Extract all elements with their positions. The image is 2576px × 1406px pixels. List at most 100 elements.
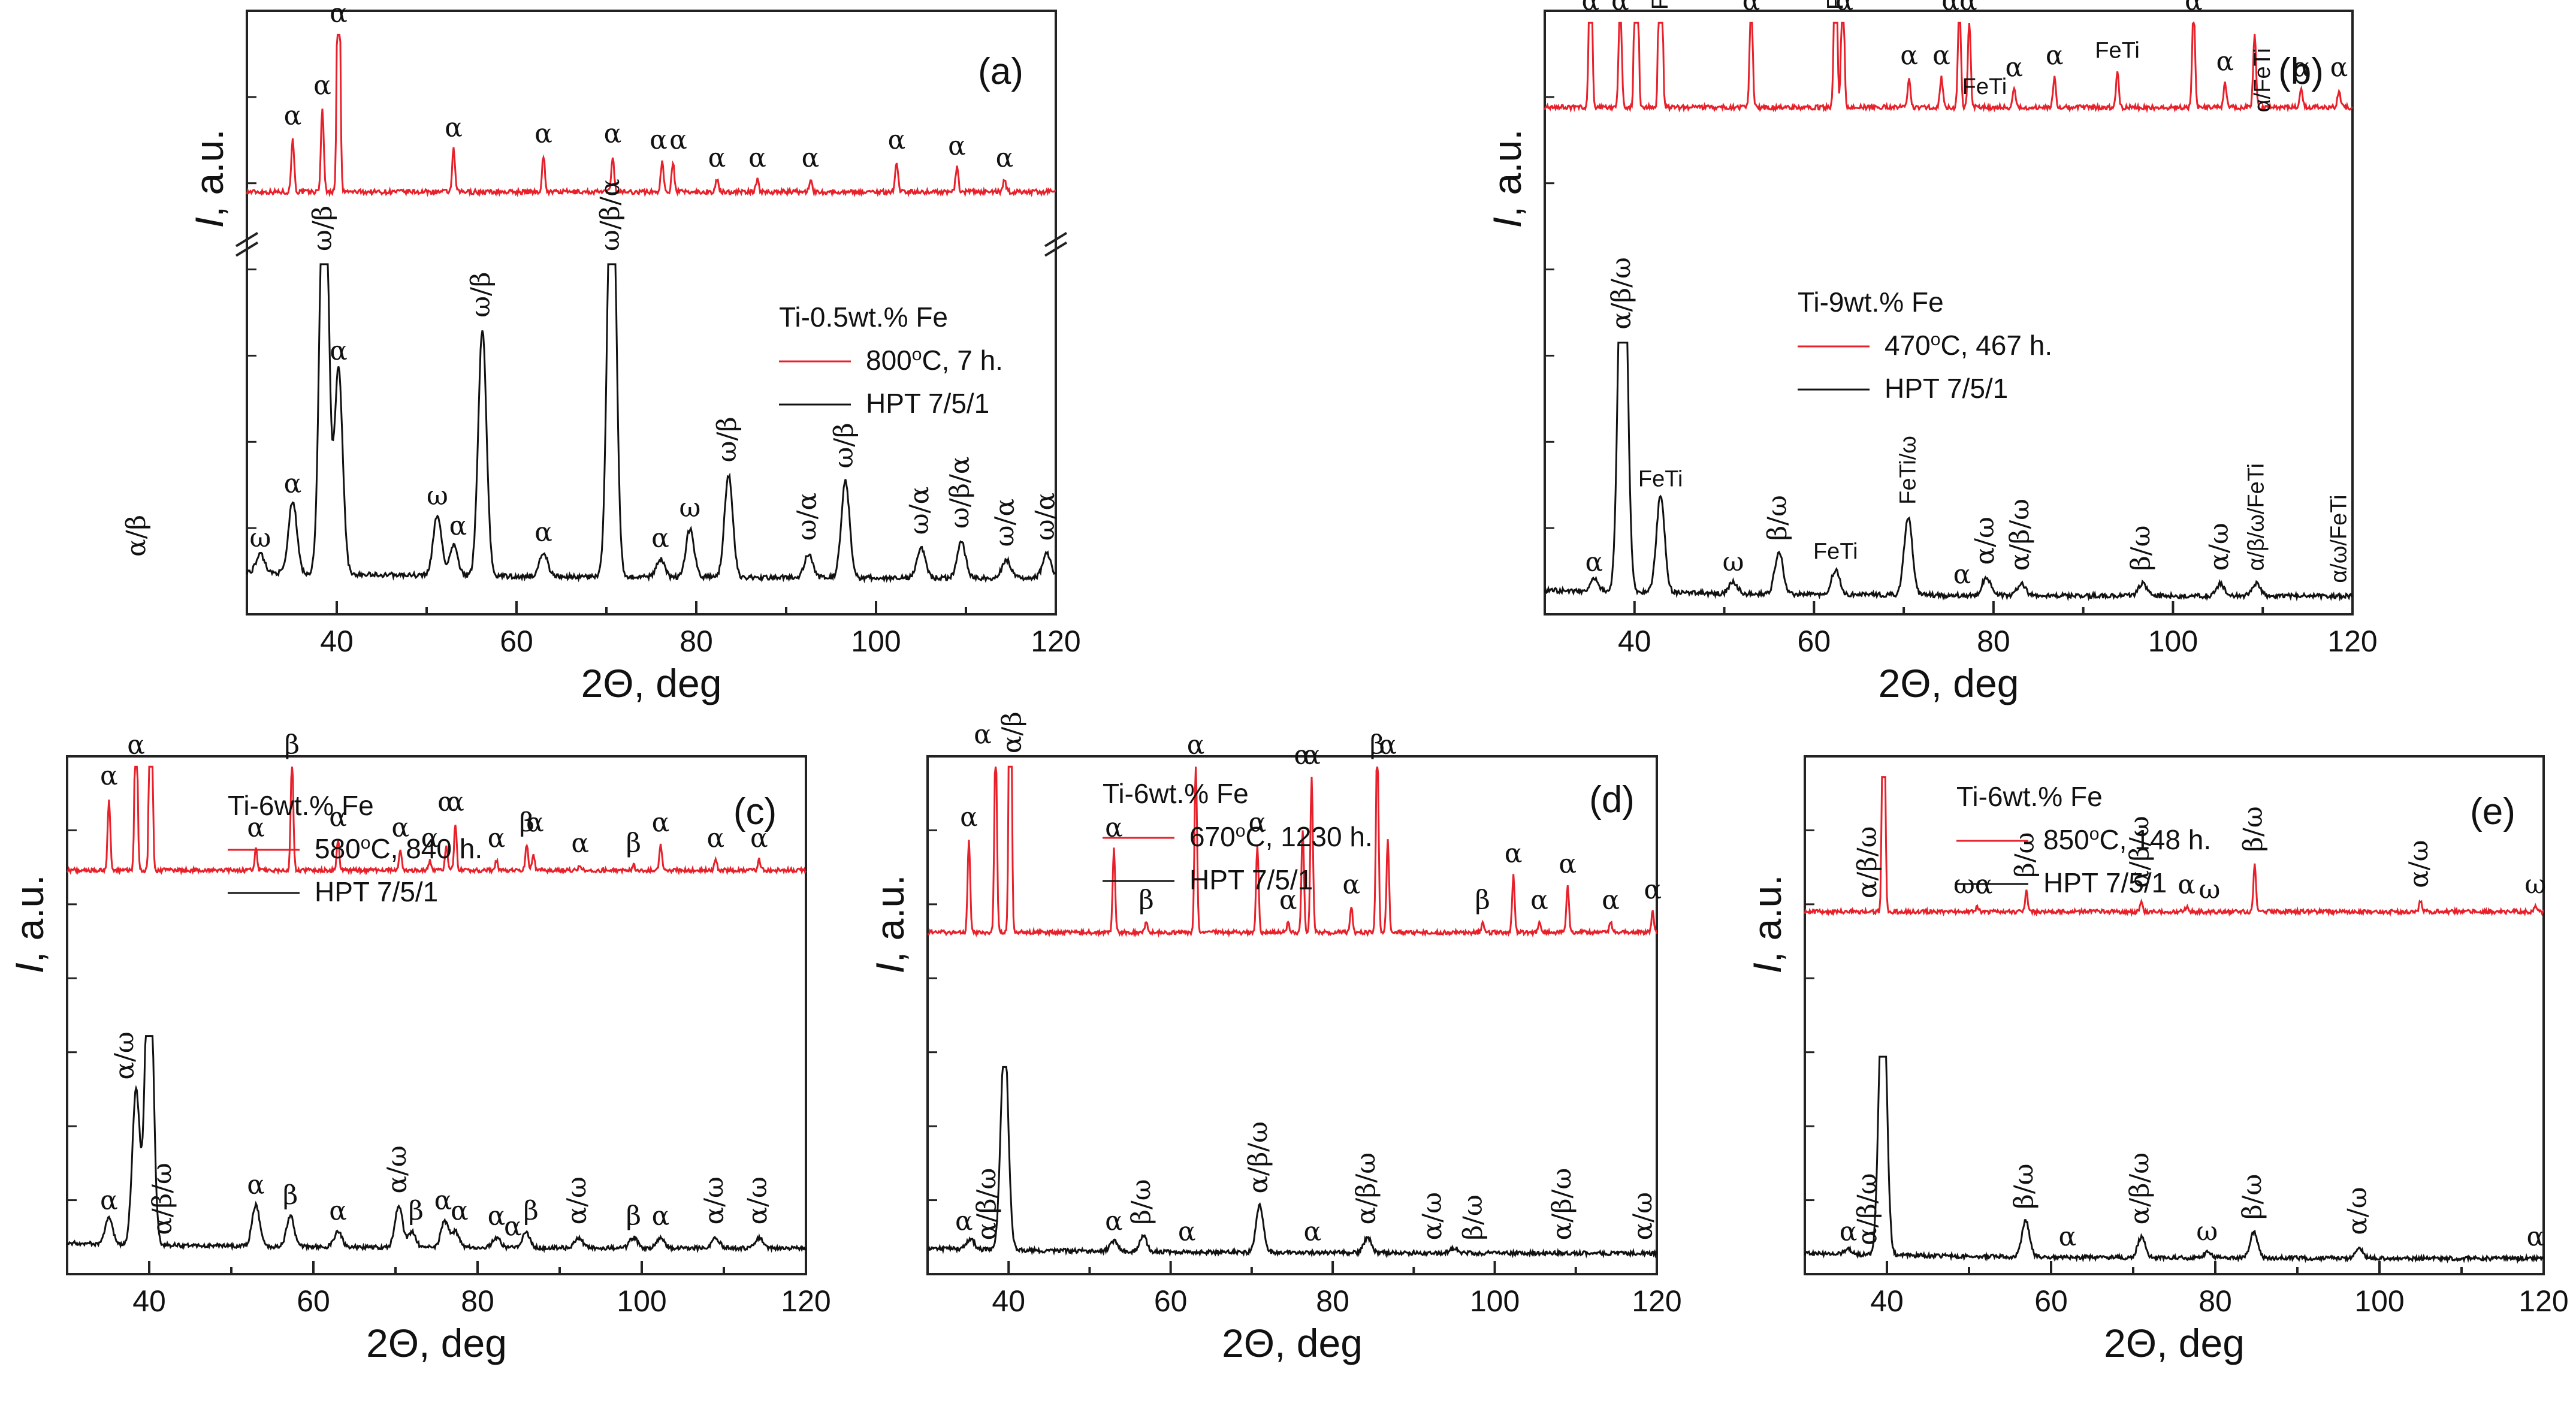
peak-label: α <box>2293 52 2311 83</box>
peak-label: α <box>1530 885 1548 915</box>
panel-label: (e) <box>2470 791 2515 832</box>
x-axis-label: 2Θ, deg <box>1879 661 2019 705</box>
x-tick-label: 80 <box>1316 1284 1349 1318</box>
peak-label: β <box>626 828 641 858</box>
y-axis-label-i: I <box>7 963 52 973</box>
x-tick-label: 100 <box>1470 1284 1520 1318</box>
spectrum-line <box>66 765 807 876</box>
peak-label: β <box>1138 885 1153 915</box>
panel-label: (b) <box>2278 51 2324 92</box>
peak-label: α <box>1379 729 1397 760</box>
legend-entry: HPT 7/5/1 <box>866 388 989 419</box>
spectrum-line <box>1544 21 2354 114</box>
x-tick-label: 100 <box>851 624 901 658</box>
peak-label: α/ω <box>1970 517 2000 565</box>
peak-label: α/ω <box>1628 1192 1659 1240</box>
x-tick-label: 40 <box>320 624 354 658</box>
peak-label: FeTi <box>1648 0 1673 10</box>
peak-label: ω <box>250 523 271 553</box>
peak-label: α <box>651 523 669 553</box>
legend-entry: 850oC, 148 h. <box>2043 824 2211 856</box>
peak-label: α <box>1105 1206 1123 1236</box>
legend-entry-sup: o <box>912 345 922 364</box>
spectrum-line <box>927 1066 1658 1259</box>
peak-label: α <box>1303 1216 1321 1247</box>
peak-label: FeTi <box>1638 467 1683 492</box>
peak-label: ω <box>680 493 701 523</box>
peak-label: α <box>1187 729 1205 760</box>
legend-entry-rest: C, 467 h. <box>1940 330 2052 361</box>
legend-entry-temp: 470 <box>1885 330 1931 361</box>
peak-label: ω <box>427 481 448 511</box>
x-axis-label: 2Θ, deg <box>366 1321 507 1365</box>
peak-label: ω/α <box>904 487 935 535</box>
peak-label: ω <box>1723 547 1744 578</box>
peak-label: α <box>127 729 145 760</box>
peak-label: α/ω <box>110 1031 140 1079</box>
peak-label: β <box>1370 729 1385 760</box>
plot-frame <box>66 755 807 1275</box>
peak-label: α <box>955 1206 973 1236</box>
peak-label: α/β <box>996 711 1027 753</box>
y-axis-label: I, a.u. <box>1485 129 1529 228</box>
plot-frame <box>1544 10 2354 615</box>
legend: Ti-6wt.% Fe 580oC, 840 h. HPT 7/5/1 <box>228 790 482 907</box>
y-axis-label-rest: , a.u. <box>7 874 52 963</box>
legend-entry: 670oC, 1230 h. <box>1189 821 1373 853</box>
peak-label: α <box>445 113 463 143</box>
peak-label: β/ω <box>1458 1194 1488 1240</box>
peak-label: α/β/ω <box>1351 1152 1381 1225</box>
x-tick-label: 60 <box>1798 624 1831 658</box>
spectrum-line <box>66 1035 807 1254</box>
peak-label: α/ω <box>382 1145 412 1193</box>
x-axis-label: 2Θ, deg <box>581 661 722 705</box>
legend-entry-sup: o <box>1931 330 1941 349</box>
axis-break-mark <box>235 231 259 248</box>
peak-label: α/β/ω <box>1852 1173 1883 1245</box>
peak-label: α <box>1342 870 1360 900</box>
spectrum-line <box>246 263 1057 584</box>
peak-label: β <box>523 1196 538 1226</box>
peak-label: α <box>1582 0 1600 16</box>
legend-entry-sup: o <box>2089 824 2100 844</box>
peak-label: FeTi <box>1813 539 1858 565</box>
legend-entry-temp: 580 <box>315 833 361 864</box>
peak-label: α <box>1835 0 1853 16</box>
x-tick-label: 60 <box>297 1284 330 1318</box>
y-axis-label-i: I <box>868 963 912 973</box>
legend: Ti-0.5wt.% Fe 800oC, 7 h. HPT 7/5/1 <box>779 301 1003 419</box>
axis-break-mark <box>235 241 259 257</box>
y-axis-label-rest: , a.u. <box>868 874 912 963</box>
peak-label: α <box>2178 870 2196 900</box>
peak-label: α <box>1559 849 1577 879</box>
peak-label: α <box>974 719 992 750</box>
peak-label: α <box>330 0 348 28</box>
peak-label: β/ω <box>2237 1174 2267 1220</box>
peak-label: α/β/ω <box>1243 1121 1273 1194</box>
legend: Ti-9wt.% Fe 470oC, 467 h. HPT 7/5/1 <box>1798 286 2052 404</box>
peak-label: α <box>996 143 1014 173</box>
panel-label: (d) <box>1589 779 1635 820</box>
peak-label: β/ω <box>1127 1179 1157 1224</box>
peak-label: α <box>669 125 687 155</box>
peak-label: ω <box>2524 870 2546 900</box>
series-annealed <box>1544 21 2354 114</box>
peak-label: FeTi/ω <box>1896 436 1921 505</box>
peak-label: α <box>329 1196 347 1226</box>
x-tick-label: 120 <box>1632 1284 1681 1318</box>
series-hpt <box>66 1035 807 1254</box>
peak-label: β <box>626 1201 641 1232</box>
peak-label: β <box>409 1196 424 1226</box>
x-tick-label: 120 <box>2327 624 2377 658</box>
peak-label: α <box>1953 559 1971 590</box>
x-tick-label: 40 <box>132 1284 166 1318</box>
peak-label: FeTi <box>1823 0 1848 10</box>
series-annealed <box>246 34 1056 198</box>
plot-frame <box>926 755 1658 1275</box>
peak-label: α <box>1248 807 1266 838</box>
peak-label: α <box>488 823 506 853</box>
peak-label: β/ω <box>1762 495 1793 541</box>
peak-label: α <box>2330 52 2348 83</box>
